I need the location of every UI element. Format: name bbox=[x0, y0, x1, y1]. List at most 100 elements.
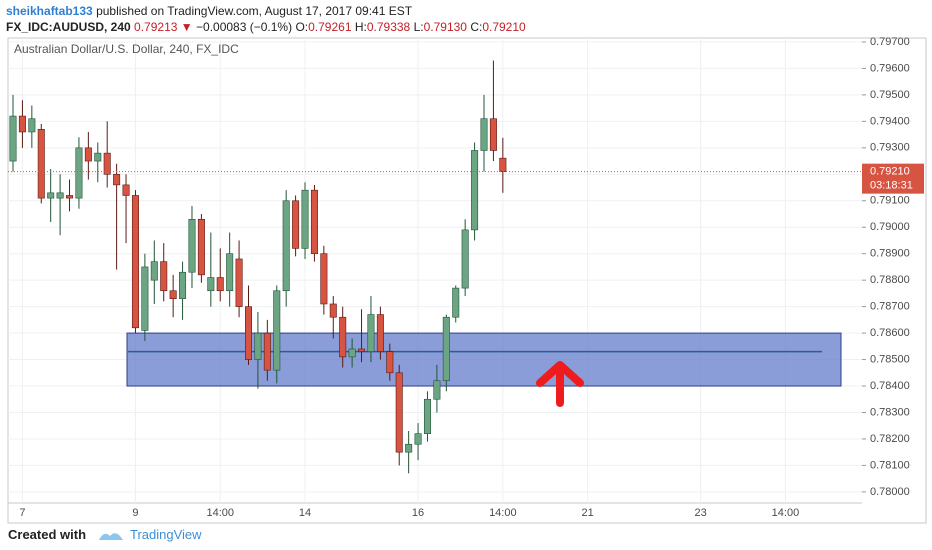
candle-body bbox=[433, 380, 441, 400]
candle-body bbox=[423, 398, 431, 434]
candle-body bbox=[245, 306, 253, 360]
header: sheikhaftab133 published on TradingView.… bbox=[6, 3, 526, 35]
y-tick-label: 0.79700 bbox=[870, 36, 910, 48]
candle-body bbox=[160, 261, 168, 292]
symbol: FX_IDC:AUDUSD, 240 bbox=[6, 20, 131, 34]
o-label: O: bbox=[295, 20, 309, 34]
candle-body bbox=[452, 287, 460, 318]
candle-body bbox=[282, 200, 290, 292]
x-tick-label: 14:00 bbox=[489, 507, 517, 519]
low: 0.79130 bbox=[423, 20, 467, 34]
created-with: Created with bbox=[8, 527, 87, 542]
x-tick-label: 16 bbox=[412, 507, 424, 519]
candle-body bbox=[28, 118, 36, 133]
logo[interactable] bbox=[98, 528, 124, 542]
x-tick-label: 14:00 bbox=[206, 507, 234, 519]
change: −0.00083 (−0.1%) bbox=[196, 20, 293, 34]
candle-body bbox=[489, 118, 497, 151]
x-tick-label: 21 bbox=[581, 507, 593, 519]
arrow bbox=[536, 361, 584, 407]
candle-body bbox=[141, 266, 149, 331]
candle-body bbox=[461, 229, 469, 289]
candle-body bbox=[301, 189, 309, 249]
candle-body bbox=[348, 348, 356, 358]
candle-body bbox=[18, 115, 26, 133]
candle-body bbox=[254, 332, 262, 360]
open: 0.79261 bbox=[308, 20, 352, 34]
last-price: 0.79213 bbox=[134, 20, 178, 34]
y-tick-label: 0.78700 bbox=[870, 301, 910, 313]
y-tick-label: 0.78200 bbox=[870, 433, 910, 445]
candle-body bbox=[197, 218, 205, 276]
y-tick-label: 0.79300 bbox=[870, 142, 910, 154]
candle-body bbox=[94, 152, 102, 162]
h-label: H: bbox=[354, 20, 367, 34]
x-tick-label: 14 bbox=[299, 507, 311, 519]
footer: Created with TradingView bbox=[8, 527, 202, 542]
candle-body bbox=[150, 261, 158, 281]
x-tick-label: 14:00 bbox=[772, 507, 800, 519]
candle-body bbox=[37, 129, 45, 199]
countdown: 03:18:31 bbox=[870, 180, 913, 192]
candle-body bbox=[47, 192, 55, 199]
candle-body bbox=[376, 314, 384, 352]
x-tick-label: 23 bbox=[695, 507, 707, 519]
candle-body bbox=[339, 316, 347, 358]
y-tick-label: 0.79400 bbox=[870, 115, 910, 127]
change-arrow: ▼ bbox=[180, 20, 193, 34]
x-tick-label: 7 bbox=[19, 507, 25, 519]
candle-body bbox=[84, 147, 92, 162]
candle-body bbox=[442, 316, 450, 382]
y-tick-label: 0.78600 bbox=[870, 327, 910, 339]
candle-body bbox=[320, 253, 328, 305]
price-label: 0.79210 bbox=[870, 166, 910, 178]
y-tick-label: 0.78300 bbox=[870, 406, 910, 418]
price-box bbox=[862, 163, 924, 194]
c-label: C: bbox=[470, 20, 483, 34]
y-tick-label: 0.78400 bbox=[870, 380, 910, 392]
candle-body bbox=[471, 150, 479, 231]
y-tick-label: 0.79600 bbox=[870, 62, 910, 74]
zone bbox=[126, 332, 842, 387]
author[interactable]: sheikhaftab133 bbox=[6, 4, 93, 18]
candle-body bbox=[75, 147, 83, 199]
y-tick-label: 0.78500 bbox=[870, 353, 910, 365]
l-label: L: bbox=[413, 20, 424, 34]
candle-body bbox=[310, 189, 318, 254]
candle-body bbox=[113, 173, 121, 186]
candle-body bbox=[188, 218, 196, 273]
candle-body bbox=[179, 271, 187, 299]
close: 0.79210 bbox=[482, 20, 526, 34]
brand[interactable]: TradingView bbox=[130, 527, 202, 542]
y-tick-label: 0.78100 bbox=[870, 459, 910, 471]
candle-body bbox=[66, 195, 74, 199]
chart-title: Australian Dollar/U.S. Dollar, 240, FX_I… bbox=[14, 42, 239, 56]
candle-body bbox=[9, 115, 17, 162]
y-tick-label: 0.79100 bbox=[870, 195, 910, 207]
candle-body bbox=[207, 277, 215, 292]
candle-body bbox=[329, 303, 337, 318]
candle-body bbox=[216, 277, 224, 292]
y-tick-label: 0.78800 bbox=[870, 274, 910, 286]
candle-body bbox=[405, 443, 413, 453]
candle-body bbox=[480, 118, 488, 151]
candle-body bbox=[414, 433, 422, 445]
candle-body bbox=[56, 192, 64, 199]
candle-body bbox=[367, 314, 375, 352]
candle-body bbox=[169, 290, 177, 299]
x-tick-label: 9 bbox=[132, 507, 138, 519]
candle-body bbox=[395, 372, 403, 453]
candle-body bbox=[292, 200, 300, 249]
candle-body bbox=[235, 258, 243, 307]
candle-body bbox=[358, 348, 366, 352]
y-tick-label: 0.78000 bbox=[870, 486, 910, 498]
candle-body bbox=[122, 184, 130, 196]
candle-body bbox=[273, 290, 281, 371]
y-tick-label: 0.78900 bbox=[870, 248, 910, 260]
y-tick-label: 0.79500 bbox=[870, 89, 910, 101]
candle-body bbox=[263, 332, 271, 371]
candle-body bbox=[226, 253, 234, 292]
candle-body bbox=[131, 195, 139, 329]
